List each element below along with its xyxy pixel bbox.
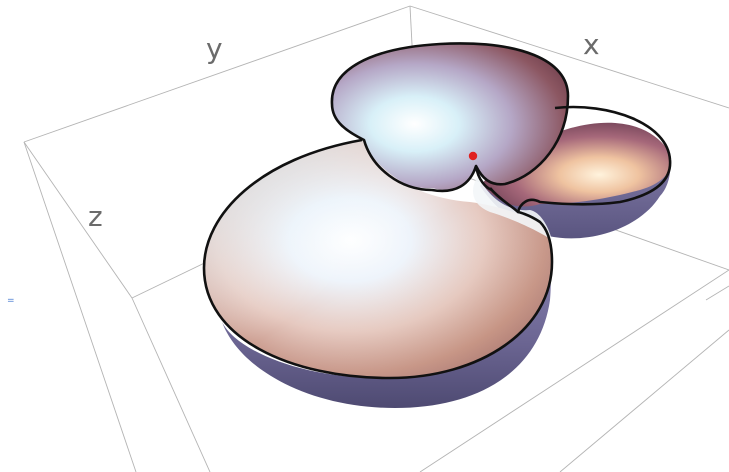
box-edge [559, 329, 729, 472]
box-edge [131, 297, 211, 472]
right-lobe-rim [489, 105, 672, 214]
top-lobe-rim [330, 42, 570, 193]
cusp-rim [474, 165, 493, 192]
top-lobe-inner-surface [331, 43, 568, 190]
front-lobe-outer-shell [222, 244, 551, 408]
right-lobe-inner-surface [482, 122, 671, 207]
axis-label-y: y [206, 32, 223, 65]
box-edge [23, 5, 411, 143]
front-lobe-rim [202, 138, 554, 380]
box-edge [705, 285, 729, 301]
box-edge [23, 141, 133, 299]
critical-point-marker[interactable] [468, 151, 478, 161]
front-lobe-inner-wall [473, 176, 552, 240]
box-edge [409, 5, 729, 109]
surface-front-lobe [204, 140, 552, 408]
front-lobe-inner-sheen [204, 140, 552, 378]
box-edge [23, 141, 137, 472]
box-edge [419, 269, 729, 472]
side-marker: = [7, 296, 15, 306]
axis-label-z: z [88, 200, 103, 233]
axis-label-x: x [583, 28, 600, 61]
surface-rims [202, 42, 672, 380]
